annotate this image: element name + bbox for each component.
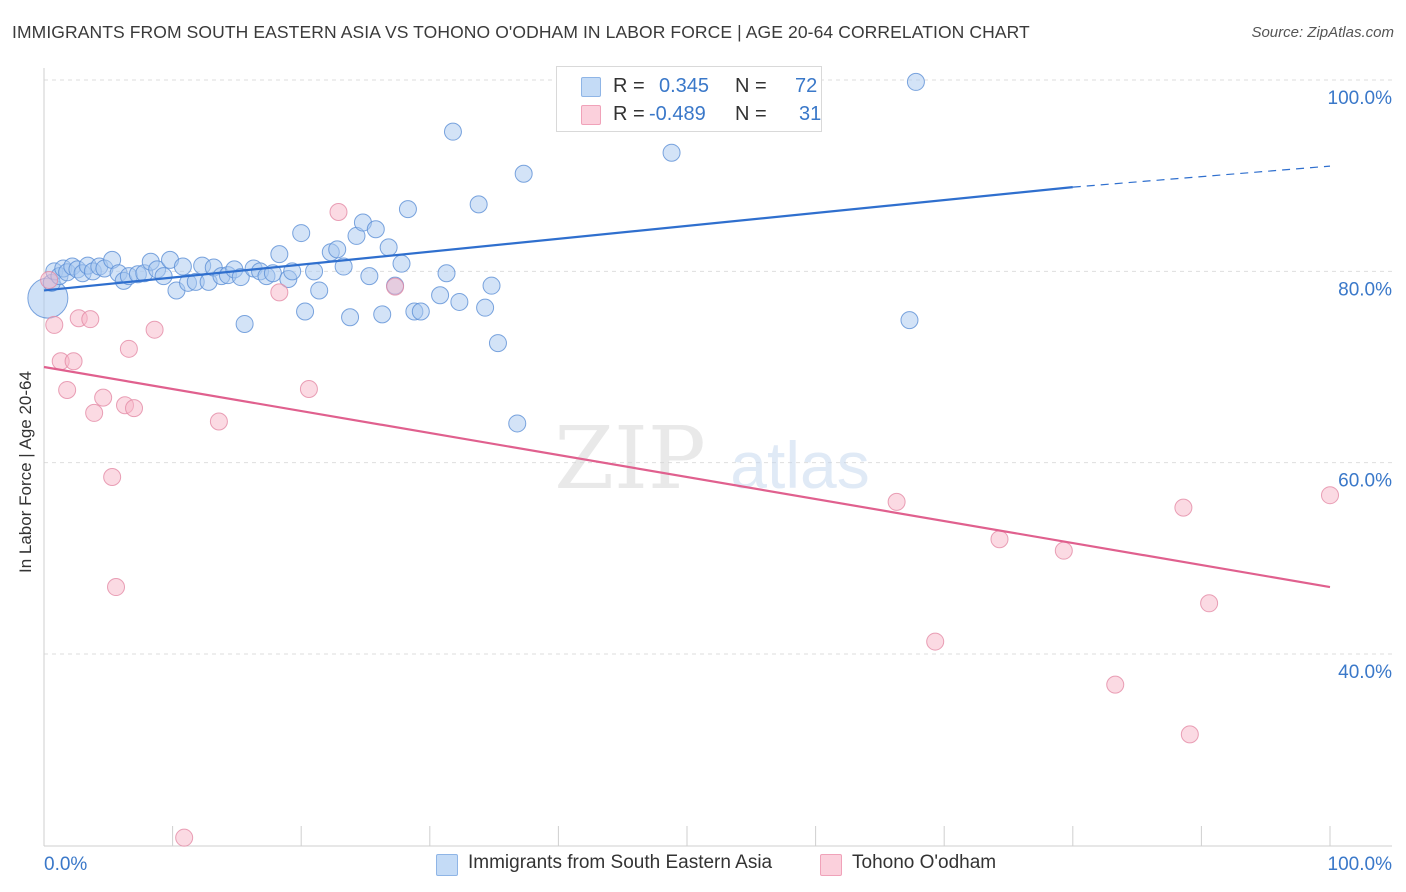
blue-point: [469, 195, 488, 214]
pink-point: [270, 283, 289, 302]
legend-r-value: 0.345: [659, 75, 710, 97]
bottom-legend-swatch-blue: [436, 854, 458, 876]
y-tick-label: 40.0%: [1338, 662, 1392, 683]
blue-point: [508, 414, 527, 433]
y-tick-label: 80.0%: [1338, 279, 1392, 300]
pink-point: [145, 320, 164, 339]
pink-point: [1200, 594, 1219, 613]
pink-point: [107, 578, 126, 597]
legend-n-value: 72: [795, 75, 818, 97]
blue-point: [379, 238, 398, 257]
source-credit: Source: ZipAtlas.com: [1251, 24, 1394, 41]
blue-point: [443, 122, 462, 141]
y-axis-label: In Labor Force | Age 20-64: [16, 371, 35, 573]
legend-swatch-pink: [581, 105, 601, 125]
x-tick-label: 0.0%: [44, 854, 87, 875]
pink-point: [209, 412, 228, 431]
blue-point: [514, 164, 533, 183]
trend-lines: [43, 165, 1331, 589]
blue-point: [373, 305, 392, 324]
pink-point: [887, 492, 906, 511]
pink-point: [125, 399, 144, 418]
blue-point: [437, 264, 456, 283]
blue-point: [431, 286, 450, 305]
blue-point: [173, 257, 192, 276]
blue-point: [328, 240, 347, 259]
grid-lines: [44, 79, 1392, 655]
y-tick-label: 100.0%: [1328, 88, 1393, 109]
legend-n-value: 31: [799, 103, 822, 125]
pink-point: [94, 388, 113, 407]
legend-n-label: N =: [735, 75, 767, 97]
pink-point: [299, 380, 318, 399]
blue-point: [310, 281, 329, 300]
bottom-legend-label-pink: Tohono O'odham: [852, 852, 997, 873]
pink-point: [103, 468, 122, 487]
pink-trend-line: [43, 365, 1331, 589]
pink-point: [329, 203, 348, 222]
x-tick-label: 100.0%: [1328, 854, 1393, 875]
blue-point: [392, 254, 411, 273]
blue-point: [305, 262, 324, 281]
pink-point: [58, 380, 77, 399]
blue-point: [398, 200, 417, 219]
blue-point: [900, 311, 919, 330]
watermark-atlas: atlas: [730, 428, 869, 502]
legend-n-label: N =: [735, 103, 767, 125]
bottom-legend-swatch-pink: [820, 854, 842, 876]
pink-point: [926, 632, 945, 651]
blue-point: [450, 292, 469, 311]
watermark: ZIP atlas: [554, 409, 870, 509]
pink-point: [45, 315, 64, 334]
tick-labels: 40.0% 60.0% 80.0% 100.0% 0.0% 100.0%: [44, 88, 1392, 875]
legend-r-label: R =: [613, 75, 645, 97]
blue-trend-line: [43, 186, 1073, 292]
blue-point: [488, 334, 507, 353]
blue-point: [366, 220, 385, 239]
bottom-legend-label-blue: Immigrants from South Eastern Asia: [468, 852, 773, 873]
pink-point: [1180, 725, 1199, 744]
pink-point: [1174, 498, 1193, 517]
legend-swatch-blue: [581, 77, 601, 97]
pink-point: [85, 403, 104, 422]
blue-point: [360, 267, 379, 286]
pink-point: [1321, 486, 1339, 505]
blue-point: [476, 298, 495, 317]
blue-point: [283, 262, 302, 281]
blue-point: [231, 268, 250, 287]
blue-point: [270, 245, 289, 264]
blue-point: [341, 308, 360, 327]
y-tick-label: 60.0%: [1338, 471, 1392, 492]
blue-point: [411, 302, 430, 321]
pink-point: [1054, 541, 1073, 560]
blue-trend-extension: [1072, 165, 1331, 188]
pink-point: [175, 828, 194, 847]
legend-r-label: R =: [613, 103, 645, 125]
blue-point: [482, 276, 501, 295]
pink-point: [81, 310, 100, 329]
pink-point: [1106, 675, 1125, 694]
blue-point: [906, 72, 925, 91]
legend-r-value: -0.489: [649, 103, 706, 125]
blue-point: [662, 143, 681, 162]
pink-point: [64, 352, 83, 371]
blue-point: [235, 314, 254, 333]
axes: [43, 68, 1392, 847]
chart-title: IMMIGRANTS FROM SOUTH EASTERN ASIA VS TO…: [12, 22, 1030, 42]
pink-point: [119, 339, 138, 358]
blue-point: [296, 302, 315, 321]
correlation-legend: R = 0.345 N = 72 R = -0.489 N = 31: [556, 66, 822, 132]
pink-point: [40, 270, 59, 289]
blue-point: [334, 257, 353, 276]
blue-point: [154, 267, 173, 286]
blue-point: [292, 224, 311, 243]
pink-point: [990, 530, 1009, 549]
pink-point: [386, 277, 405, 296]
